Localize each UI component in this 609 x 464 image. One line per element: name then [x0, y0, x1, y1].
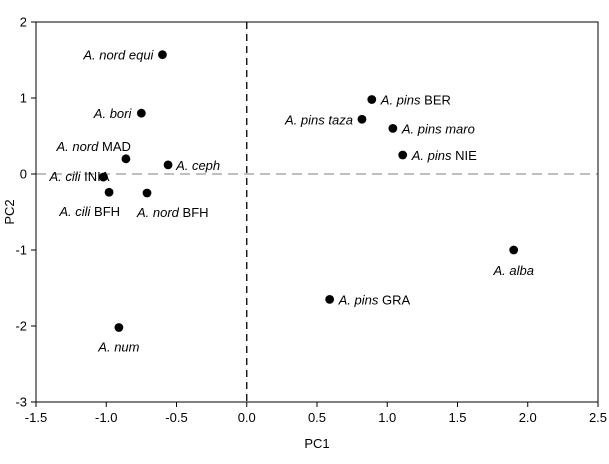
point-label-population: BFH: [90, 204, 120, 219]
x-tick-label: 0.5: [308, 410, 326, 425]
x-tick-label: 1.5: [448, 410, 466, 425]
data-point: [121, 154, 131, 164]
point-label: A. pins BER: [380, 93, 451, 108]
point-label: A. pins maro: [401, 121, 475, 136]
y-axis-title: PC2: [2, 199, 17, 224]
data-point: [99, 172, 108, 182]
point-label-species: A. nord: [55, 139, 99, 154]
x-tick-label: 2.0: [519, 410, 537, 425]
data-point: [104, 187, 114, 197]
point-label-species: A. nord equi: [82, 48, 154, 63]
data-point: [114, 323, 124, 332]
point-label-species: A. pins: [338, 292, 379, 307]
point-label: A. nord MAD: [55, 139, 130, 154]
y-tick-label: 2: [20, 15, 27, 30]
point-label: A. cili BFH: [58, 204, 120, 219]
x-tick-label: 2.5: [589, 410, 607, 425]
data-point: [388, 123, 398, 133]
point-label-species: A. cili: [58, 204, 91, 219]
x-tick-label: 0.0: [238, 410, 256, 425]
data-point: [509, 245, 519, 255]
y-tick-label: -2: [15, 319, 27, 334]
point-label-population: BER: [421, 93, 451, 108]
point-label-species: A. ceph: [175, 158, 220, 173]
point-label-species: A. pins maro: [401, 121, 475, 136]
point-label: A. pins NIE: [411, 148, 477, 163]
reference-lines: [36, 22, 598, 402]
point-label: A. ceph: [175, 158, 220, 173]
point-label-population: NIE: [451, 148, 477, 163]
point-label-species: A. pins taza: [284, 112, 353, 127]
data-points: [99, 50, 519, 332]
point-label: A. nord BFH: [136, 205, 209, 220]
x-axis-title: PC1: [304, 436, 329, 451]
data-point: [367, 95, 377, 104]
point-label-species: A. cili: [48, 169, 81, 184]
point-label-population: MAD: [98, 139, 131, 154]
point-label: A. alba: [492, 263, 533, 278]
data-point: [163, 160, 173, 170]
x-tick-label: 1.0: [378, 410, 396, 425]
y-tick-label: 1: [20, 91, 27, 106]
data-point: [142, 188, 152, 198]
point-label: A. pins taza: [284, 112, 353, 127]
x-tick-label: -0.5: [165, 410, 187, 425]
point-label: A. cili INIA: [48, 169, 109, 184]
data-point: [158, 50, 167, 60]
point-label-population: GRA: [378, 292, 410, 307]
x-axis-ticks: -1.5 -1.0 -0.5 0.0 0.5 1.0 1.5 2.0 2.5: [25, 402, 607, 425]
x-tick-label: -1.5: [25, 410, 47, 425]
point-label: A. num: [97, 340, 139, 355]
point-label: A. nord equi: [82, 48, 154, 63]
point-label: A. pins GRA: [338, 292, 411, 307]
data-point: [136, 108, 146, 118]
point-label-population: INIA: [81, 169, 110, 184]
point-label-species: A. bori: [93, 106, 133, 121]
y-tick-label: -1: [15, 243, 27, 258]
y-tick-label: 0: [20, 167, 27, 182]
point-label-species: A. nord: [136, 205, 180, 220]
point-label-species: A. alba: [492, 263, 533, 278]
point-label-population: BFH: [179, 205, 209, 220]
point-label-species: A. pins: [380, 93, 421, 108]
point-label-species: A. pins: [411, 148, 452, 163]
point-label-species: A. num: [97, 340, 139, 355]
y-axis-ticks: -3 -2 -1 0 1 2: [15, 15, 36, 410]
data-point: [398, 150, 408, 160]
data-point: [325, 295, 335, 304]
x-tick-label: -1.0: [95, 410, 117, 425]
data-point: [357, 114, 367, 124]
point-label: A. bori: [93, 106, 133, 121]
y-tick-label: -3: [15, 395, 27, 410]
point-labels: A. nord equi A. bori A. nord MAD A. cili IN…: [48, 48, 533, 355]
